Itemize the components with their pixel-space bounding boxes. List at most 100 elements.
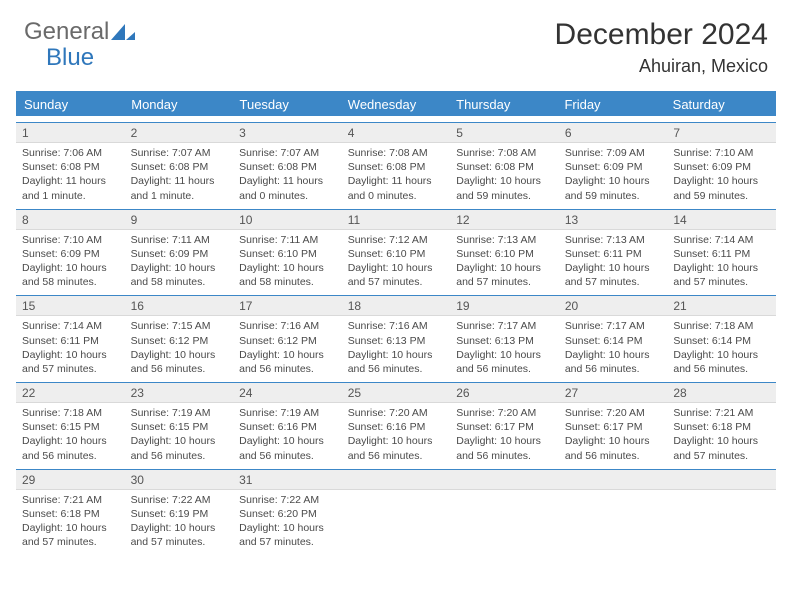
- weekday-tuesday: Tuesday: [234, 92, 342, 116]
- day-number-cell: 25: [342, 383, 451, 403]
- sunrise-text: Sunrise: 7:16 AM: [239, 319, 336, 333]
- day-number-cell: [559, 469, 668, 489]
- day-content-cell: Sunrise: 7:22 AMSunset: 6:19 PMDaylight:…: [125, 489, 234, 555]
- logo-text-blue: Blue: [46, 44, 94, 71]
- day-number-cell: 19: [450, 296, 559, 316]
- day-number-row: 22232425262728: [16, 383, 776, 403]
- month-title: December 2024: [555, 18, 768, 52]
- day-content-cell: Sunrise: 7:20 AMSunset: 6:17 PMDaylight:…: [559, 403, 668, 470]
- sunset-text: Sunset: 6:11 PM: [22, 334, 119, 348]
- day-number-cell: 26: [450, 383, 559, 403]
- sunrise-text: Sunrise: 7:16 AM: [348, 319, 445, 333]
- calendar-table: Sunday Monday Tuesday Wednesday Thursday…: [16, 91, 776, 116]
- daylight-text: Daylight: 10 hours and 57 minutes.: [673, 261, 770, 289]
- day-number-cell: [342, 469, 451, 489]
- day-number-cell: [667, 469, 776, 489]
- sunset-text: Sunset: 6:16 PM: [348, 420, 445, 434]
- day-number-cell: 24: [233, 383, 342, 403]
- day-content-cell: [667, 489, 776, 555]
- sunset-text: Sunset: 6:15 PM: [131, 420, 228, 434]
- sunrise-text: Sunrise: 7:20 AM: [565, 406, 662, 420]
- weekday-header-row: Sunday Monday Tuesday Wednesday Thursday…: [17, 92, 775, 116]
- day-content-row: Sunrise: 7:18 AM Sunset: 6:15 PM Daylight:…: [16, 403, 776, 470]
- sunset-text: Sunset: 6:11 PM: [565, 247, 662, 261]
- sunset-text: Sunset: 6:19 PM: [131, 507, 228, 521]
- sunset-text: Sunset: 6:08 PM: [131, 160, 228, 174]
- day-number-cell: 27: [559, 383, 668, 403]
- daylight-text: Daylight: 10 hours and 59 minutes.: [456, 174, 553, 202]
- sunrise-text: Sunrise: 7:17 AM: [456, 319, 553, 333]
- weekday-thursday: Thursday: [450, 92, 558, 116]
- sunrise-text: Sunrise: 7:18 AM: [22, 406, 119, 420]
- sunrise-text: Sunrise: 7:17 AM: [565, 319, 662, 333]
- day-number-cell: 4: [342, 123, 451, 143]
- day-number-cell: 3: [233, 123, 342, 143]
- day-content-row: Sunrise: 7:10 AMSunset: 6:09 PMDaylight:…: [16, 229, 776, 296]
- daylight-text: Daylight: 10 hours and 57 minutes.: [456, 261, 553, 289]
- day-content-cell: Sunrise: 7:13 AMSunset: 6:10 PMDaylight:…: [450, 229, 559, 296]
- calendar-body: 1234567Sunrise: 7:06 AMSunset: 6:08 PMDa…: [16, 122, 776, 555]
- daylight-text: Daylight: 10 hours and 56 minutes.: [348, 434, 445, 462]
- daylight-text: Daylight: 10 hours and 56 minutes.: [22, 434, 119, 462]
- sunset-text: Sunset: 6:16 PM: [239, 420, 336, 434]
- sunrise-text: Sunrise: 7:13 AM: [565, 233, 662, 247]
- sunrise-text: Sunrise: 7:18 AM: [673, 319, 770, 333]
- day-number-cell: 30: [125, 469, 234, 489]
- sunrise-text: Sunrise: 7:13 AM: [456, 233, 553, 247]
- day-content-cell: Sunrise: 7:20 AMSunset: 6:17 PMDaylight:…: [450, 403, 559, 470]
- day-content-row: Sunrise: 7:06 AMSunset: 6:08 PMDaylight:…: [16, 143, 776, 210]
- sunset-text: Sunset: 6:17 PM: [456, 420, 553, 434]
- day-content-cell: Sunrise: 7:13 AMSunset: 6:11 PMDaylight:…: [559, 229, 668, 296]
- day-content-cell: Sunrise: 7:16 AMSunset: 6:12 PMDaylight:…: [233, 316, 342, 383]
- sunrise-text: Sunrise: 7:12 AM: [348, 233, 445, 247]
- day-number-cell: 23: [125, 383, 234, 403]
- sunrise-text: Sunrise: 7:20 AM: [348, 406, 445, 420]
- day-number-cell: 1: [16, 123, 125, 143]
- day-content-cell: Sunrise: 7:17 AMSunset: 6:14 PMDaylight:…: [559, 316, 668, 383]
- day-number-cell: 28: [667, 383, 776, 403]
- sunset-text: Sunset: 6:13 PM: [456, 334, 553, 348]
- sunset-text: Sunset: 6:17 PM: [565, 420, 662, 434]
- day-content-cell: Sunrise: 7:07 AMSunset: 6:08 PMDaylight:…: [233, 143, 342, 210]
- logo-text-blue-row: Blue: [46, 44, 94, 72]
- day-content-cell: Sunrise: 7:21 AMSunset: 6:18 PMDaylight:…: [667, 403, 776, 470]
- sunrise-text: Sunrise: 7:20 AM: [456, 406, 553, 420]
- weekday-friday: Friday: [558, 92, 666, 116]
- day-number-cell: 21: [667, 296, 776, 316]
- day-content-row: Sunrise: 7:14 AMSunset: 6:11 PMDaylight:…: [16, 316, 776, 383]
- day-content-cell: Sunrise: 7:10 AMSunset: 6:09 PMDaylight:…: [667, 143, 776, 210]
- daylight-text: Daylight: 10 hours and 58 minutes.: [131, 261, 228, 289]
- sunset-text: Sunset: 6:09 PM: [22, 247, 119, 261]
- sunset-text: Sunset: 6:11 PM: [673, 247, 770, 261]
- sunset-text: Sunset: 6:14 PM: [673, 334, 770, 348]
- day-number-row: 891011121314: [16, 209, 776, 229]
- weekday-monday: Monday: [125, 92, 233, 116]
- sunrise-text: Sunrise: 7:21 AM: [22, 493, 119, 507]
- sunrise-text: Sunrise: 7:11 AM: [131, 233, 228, 247]
- weekday-sunday: Sunday: [17, 92, 125, 116]
- day-content-cell: Sunrise: 7:16 AMSunset: 6:13 PMDaylight:…: [342, 316, 451, 383]
- day-content-cell: Sunrise: 7:18 AMSunset: 6:14 PMDaylight:…: [667, 316, 776, 383]
- daylight-text: Daylight: 10 hours and 58 minutes.: [22, 261, 119, 289]
- day-number-cell: 9: [125, 209, 234, 229]
- sunrise-text: Sunrise: 7:11 AM: [239, 233, 336, 247]
- day-number-cell: 2: [125, 123, 234, 143]
- sunset-text: Sunset: 6:12 PM: [131, 334, 228, 348]
- day-number-cell: 6: [559, 123, 668, 143]
- daylight-text: Daylight: 10 hours and 58 minutes.: [239, 261, 336, 289]
- sunrise-text: Sunrise: 7:19 AM: [131, 406, 228, 420]
- day-number-row: 1234567: [16, 123, 776, 143]
- daylight-text: Daylight: 10 hours and 56 minutes.: [456, 434, 553, 462]
- day-number-cell: 8: [16, 209, 125, 229]
- sunset-text: Sunset: 6:10 PM: [239, 247, 336, 261]
- day-content-cell: Sunrise: 7:19 AMSunset: 6:15 PMDaylight:…: [125, 403, 234, 470]
- daylight-text: Daylight: 10 hours and 56 minutes.: [239, 434, 336, 462]
- sunset-text: Sunset: 6:09 PM: [131, 247, 228, 261]
- sunrise-text: Sunrise: 7:09 AM: [565, 146, 662, 160]
- day-number-cell: 18: [342, 296, 451, 316]
- day-content-cell: Sunrise: 7:18 AMSunset: 6:15 PMDaylight:…: [16, 403, 125, 470]
- day-content-cell: Sunrise: 7:14 AMSunset: 6:11 PMDaylight:…: [16, 316, 125, 383]
- daylight-text: Daylight: 11 hours and 0 minutes.: [239, 174, 336, 202]
- daylight-text: Daylight: 10 hours and 56 minutes.: [239, 348, 336, 376]
- sunset-text: Sunset: 6:08 PM: [348, 160, 445, 174]
